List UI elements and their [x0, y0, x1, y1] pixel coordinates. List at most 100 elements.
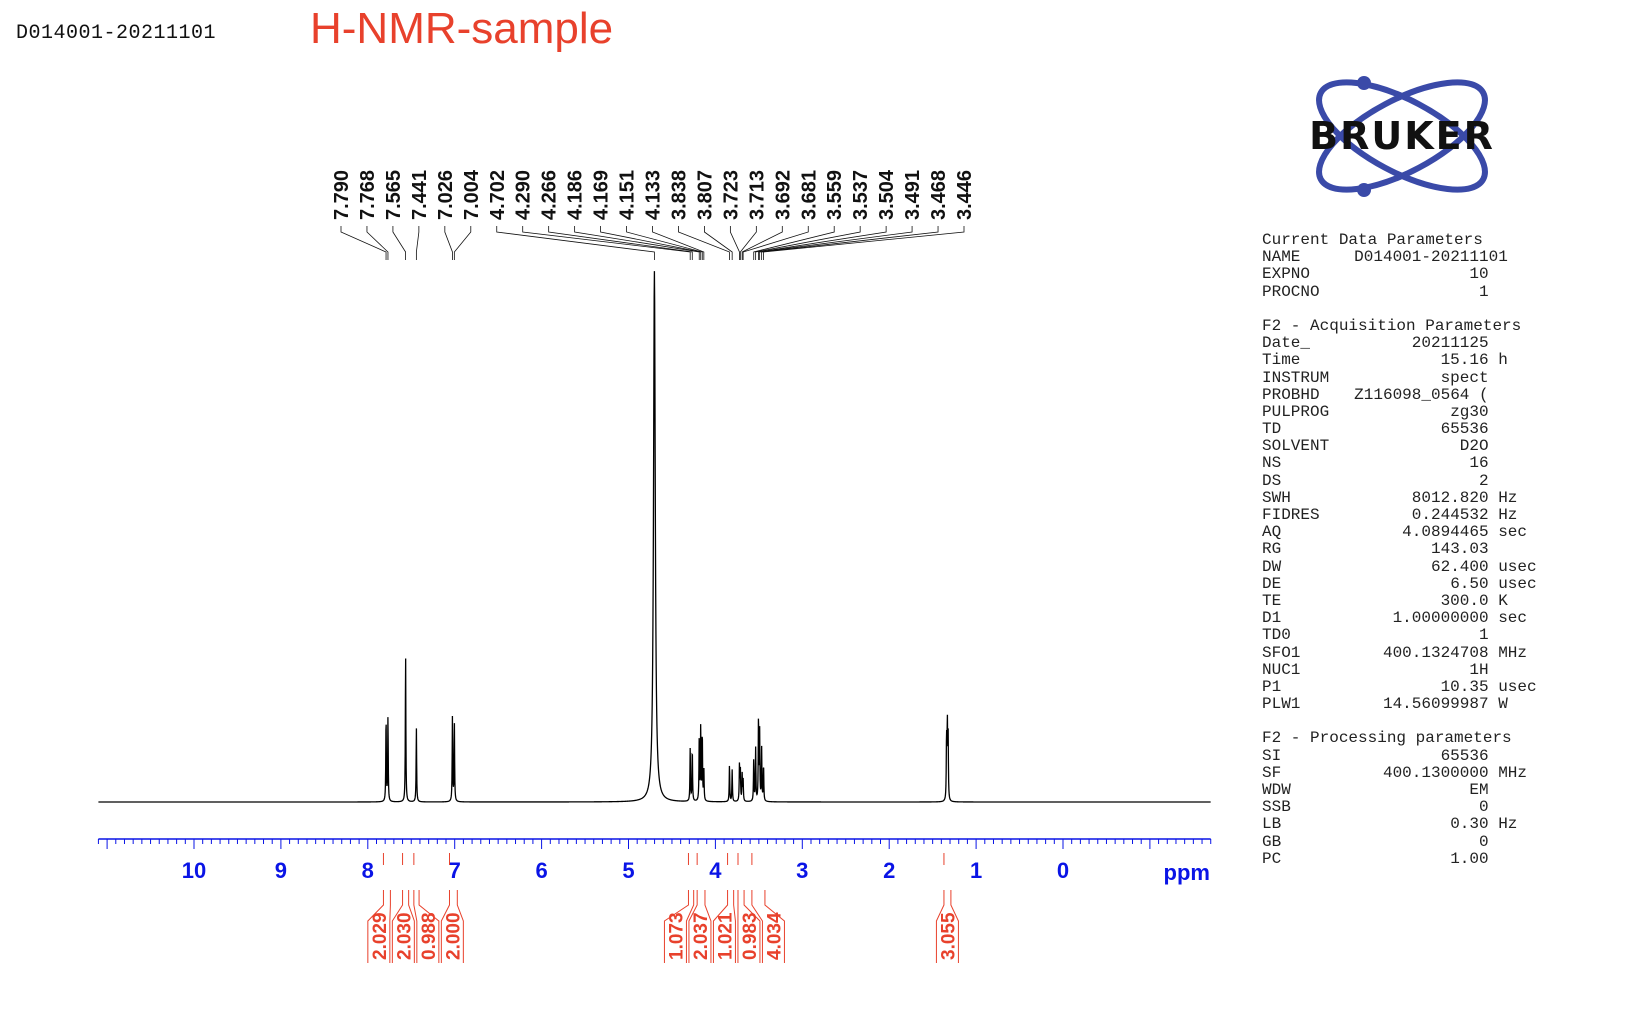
- parameter-unit: Hz: [1498, 488, 1518, 507]
- parameter-row: PROBHD Z116098_0564 (: [1262, 385, 1537, 404]
- x-tick-label: 1: [970, 858, 982, 883]
- parameter-row: DS 2: [1262, 471, 1537, 490]
- integral-bracket-right: [389, 890, 391, 963]
- parameter-name: P1: [1262, 677, 1282, 696]
- peak-leader-line: [392, 226, 407, 260]
- parameter-value: spect: [1440, 368, 1489, 387]
- parameter-name: RG: [1262, 540, 1282, 559]
- x-tick-label: 5: [622, 858, 634, 883]
- parameter-unit: MHz: [1498, 763, 1527, 782]
- parameter-value: 0.244532: [1411, 506, 1489, 524]
- integral-value: 1.073: [666, 912, 687, 960]
- parameter-unit: Hz: [1498, 506, 1518, 524]
- parameter-name: LB: [1262, 815, 1282, 834]
- parameter-row: Time 15.16 h: [1262, 352, 1537, 369]
- parameter-name: TD: [1262, 420, 1282, 439]
- peak-label: 7.565: [383, 170, 405, 220]
- peak-label: 3.446: [954, 170, 976, 220]
- parameter-row: INSTRUM spect: [1262, 368, 1537, 387]
- parameter-name: SI: [1262, 746, 1282, 765]
- parameter-name: PLW1: [1262, 695, 1301, 714]
- parameter-row: Date_ 20211125: [1262, 334, 1537, 352]
- parameter-unit: K: [1498, 591, 1508, 610]
- parameter-name: TD0: [1262, 626, 1291, 645]
- parameter-name: DE: [1262, 574, 1282, 593]
- parameter-row: D1 1.00000000 sec: [1262, 609, 1537, 628]
- peak-label: 3.713: [746, 170, 768, 220]
- integral-value: 2.029: [370, 912, 391, 960]
- peak-leader-line: [704, 226, 733, 260]
- peak-label: 4.266: [539, 170, 561, 220]
- integral-bracket-left: [367, 890, 384, 963]
- parameter-name: DW: [1262, 557, 1282, 576]
- parameter-row: NUC1 1H: [1262, 660, 1537, 679]
- peak-leader-line: [729, 226, 740, 260]
- parameter-unit: sec: [1498, 523, 1527, 542]
- peak-label: 3.692: [772, 170, 794, 220]
- x-axis-label: ppm: [1164, 860, 1210, 885]
- peak-label: 7.768: [357, 170, 379, 220]
- integral-bracket-left: [440, 890, 450, 963]
- parameter-value: 14.56099987: [1382, 695, 1489, 714]
- parameter-row: SI 65536: [1262, 746, 1537, 765]
- integral-value: 0.988: [419, 912, 440, 960]
- peak-label: 3.681: [798, 170, 820, 220]
- parameter-value: 0: [1478, 832, 1489, 851]
- integral-value: 0.983: [740, 912, 761, 960]
- parameter-row: SOLVENT D2O: [1262, 438, 1537, 455]
- peak-label: 7.790: [331, 170, 353, 220]
- peak-leader-line: [522, 226, 691, 260]
- parameter-value: 0.30: [1450, 815, 1489, 834]
- parameter-unit: usec: [1498, 677, 1537, 696]
- x-tick-label: 4: [709, 858, 722, 883]
- parameter-value: 10: [1469, 265, 1489, 284]
- parameter-value: D014001-20211101: [1354, 248, 1508, 267]
- peak-leader-line: [548, 226, 693, 260]
- parameter-name: INSTRUM: [1262, 368, 1330, 387]
- parameter-name: Time: [1262, 351, 1301, 370]
- parameter-name: SFO1: [1262, 643, 1301, 662]
- parameter-unit: sec: [1498, 609, 1527, 628]
- parameter-name: AQ: [1262, 523, 1282, 542]
- parameter-name: TE: [1262, 591, 1282, 610]
- parameter-unit: usec: [1498, 574, 1537, 593]
- integral-value: 4.034: [764, 912, 785, 960]
- parameter-row: PULPROG zg30: [1262, 402, 1537, 421]
- integral-bracket-right: [704, 890, 712, 963]
- parameter-row: TE 300.0 K: [1262, 591, 1537, 610]
- integral-bracket-right: [733, 890, 736, 963]
- peak-label: 4.290: [513, 170, 535, 220]
- peak-label: 3.723: [720, 170, 742, 220]
- parameter-value: 15.16: [1440, 351, 1489, 370]
- peak-label: 4.169: [591, 170, 613, 220]
- parameter-row: DE 6.50 usec: [1262, 574, 1537, 593]
- parameter-name: SSB: [1262, 798, 1291, 817]
- integral-bracket-right: [408, 890, 415, 963]
- parameter-value: 400.1324708: [1382, 643, 1489, 662]
- peak-leader-line: [755, 226, 861, 260]
- parameter-value: 16: [1469, 454, 1489, 473]
- integral-bracket-right: [418, 890, 440, 963]
- parameter-name: PULPROG: [1262, 402, 1330, 421]
- parameter-value: EM: [1469, 781, 1489, 799]
- integral-value: 1.021: [715, 912, 736, 960]
- x-tick-label: 9: [275, 858, 287, 883]
- parameter-name: NUC1: [1262, 660, 1301, 679]
- peak-leader-line: [626, 226, 703, 260]
- parameter-row: SSB 0: [1262, 798, 1537, 817]
- peak-leader-line: [444, 226, 453, 260]
- parameter-value: zg30: [1450, 402, 1489, 421]
- x-tick-label: 2: [883, 858, 895, 883]
- parameter-row: WDW EM: [1262, 781, 1537, 799]
- parameter-name: NS: [1262, 454, 1282, 473]
- integral-value: 2.030: [394, 912, 415, 960]
- parameter-row: RG 143.03: [1262, 541, 1537, 558]
- integral-value: 2.037: [691, 912, 712, 960]
- parameter-value: Z116098_0564 (: [1354, 385, 1489, 404]
- parameter-value: 300.0: [1440, 591, 1489, 610]
- parameter-name: DS: [1262, 471, 1282, 490]
- parameter-row: DW 62.400 usec: [1262, 557, 1537, 576]
- integral-bracket-left: [413, 890, 418, 963]
